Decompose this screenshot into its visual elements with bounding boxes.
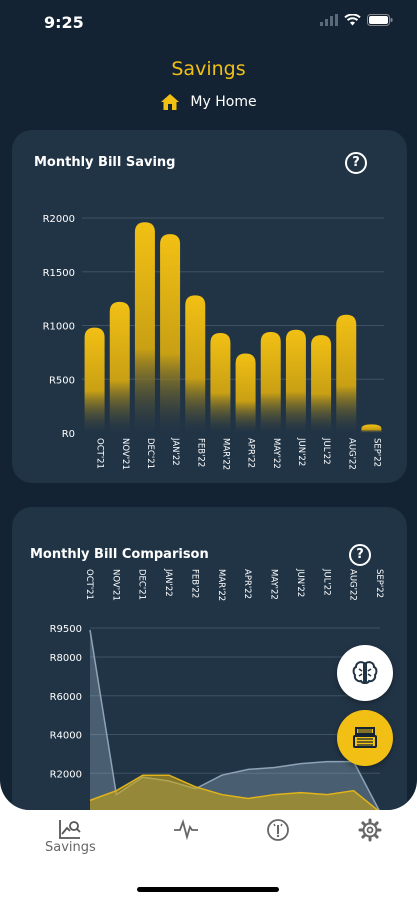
- comparison-y-tick: R6000: [50, 692, 82, 703]
- comparison-area-fill: [90, 629, 379, 810]
- bottom-tab-bar: Savings: [0, 812, 417, 872]
- saving-x-label: APR'22: [246, 438, 256, 468]
- comparison-x-label: JUN'22: [295, 568, 305, 597]
- saving-x-label: MAR'22: [220, 438, 230, 470]
- saving-x-label: DEC'21: [145, 438, 155, 469]
- saving-x-label: OCT'21: [95, 438, 105, 469]
- saving-bar: [134, 222, 155, 433]
- comparison-x-label: JUL'22: [321, 568, 331, 596]
- gear-icon: [358, 818, 382, 842]
- comparison-y-tick: R4000: [50, 731, 82, 742]
- saving-bar: [260, 331, 281, 433]
- saving-y-tick: R2000: [43, 214, 75, 225]
- saving-bar-chart: R0 R500 R1000 R1500 R2000 OCT'21 NOV'21 DEC'21 J…: [43, 214, 384, 470]
- tab-savings-label: Savings: [45, 840, 96, 855]
- status-icons: [320, 14, 393, 26]
- comparison-x-label: NOV'21: [110, 569, 120, 601]
- comparison-y-tick: R2000: [50, 769, 82, 780]
- comparison-x-label: OCT'21: [84, 569, 94, 600]
- meter-button[interactable]: [337, 710, 393, 766]
- saving-x-label: AUG'22: [346, 438, 356, 470]
- status-time: 9:25: [44, 13, 84, 32]
- saving-y-tick: R1000: [43, 322, 75, 333]
- saving-x-label: NOV'21: [120, 438, 130, 470]
- comparison-area-chart: R2000 R4000 R6000 R8000 R9500 OCT'21 NOV'21 DEC…: [50, 568, 384, 810]
- wifi-icon: [344, 14, 361, 26]
- comparison-x-label: MAR'22: [216, 569, 226, 601]
- comparison-x-label: DEC'21: [137, 569, 147, 600]
- saving-x-label: JUL'22: [321, 437, 331, 465]
- meter-box-icon: [353, 727, 377, 748]
- tab-info[interactable]: [266, 818, 290, 842]
- comparison-area-fill: [90, 775, 378, 810]
- saving-bar: [109, 301, 130, 433]
- saving-y-tick: R0: [62, 429, 75, 440]
- saving-card-title: Monthly Bill Saving: [34, 155, 176, 170]
- tab-settings[interactable]: [358, 818, 382, 842]
- comparison-x-label: MAY'22: [269, 569, 279, 600]
- saving-bar: [160, 234, 181, 433]
- tab-savings[interactable]: Savings: [45, 818, 96, 855]
- home-selector[interactable]: My Home: [0, 93, 417, 111]
- home-indicator: [137, 887, 279, 892]
- comparison-x-label: AUG'22: [348, 569, 358, 601]
- comparison-x-label: FEB'22: [189, 569, 199, 598]
- saving-bar: [210, 333, 231, 433]
- tab-activity[interactable]: [173, 818, 199, 840]
- savings-chart-icon: [59, 820, 82, 839]
- saving-x-label: JUN'22: [296, 437, 306, 466]
- comparison-y-tick: R9500: [50, 624, 82, 635]
- saving-x-label: JAN'22: [170, 437, 180, 466]
- comparison-x-label: SEP'22: [374, 569, 384, 598]
- saving-x-label: SEP'22: [371, 438, 381, 467]
- comparison-x-label: JAN'22: [163, 568, 173, 597]
- comparison-y-tick: R8000: [50, 653, 82, 664]
- comparison-help-icon[interactable]: ?: [349, 544, 371, 566]
- battery-icon: [367, 14, 393, 26]
- saving-bar: [235, 353, 256, 433]
- app-screen: 9:25 Savings My Home Monthly Bill Saving…: [0, 0, 417, 810]
- saving-x-label: MAY'22: [271, 438, 281, 469]
- saving-bar: [285, 329, 306, 433]
- saving-bar: [311, 335, 332, 433]
- saving-bar: [185, 295, 206, 433]
- saving-y-tick: R500: [49, 375, 75, 386]
- home-icon: [161, 94, 180, 110]
- comparison-card-title: Monthly Bill Comparison: [30, 547, 209, 562]
- comparison-x-label: APR'22: [242, 569, 252, 599]
- saving-bar: [336, 314, 357, 433]
- saving-x-label: FEB'22: [195, 438, 205, 467]
- comparison-series-line: [89, 774, 379, 810]
- signal-icon: [320, 14, 338, 26]
- monthly-saving-card: Monthly Bill Saving ? R0 R500 R1000 R1500 R2…: [12, 130, 407, 483]
- home-label: My Home: [190, 94, 257, 110]
- page-title: Savings: [171, 58, 246, 80]
- saving-bar: [84, 327, 105, 433]
- saving-help-icon[interactable]: ?: [345, 152, 367, 174]
- saving-bar: [361, 424, 382, 433]
- brain-icon: [352, 661, 378, 685]
- ai-insights-button[interactable]: [337, 645, 393, 701]
- saving-y-tick: R1500: [43, 268, 75, 279]
- info-gauge-icon: [267, 819, 289, 841]
- activity-pulse-icon: [174, 819, 198, 840]
